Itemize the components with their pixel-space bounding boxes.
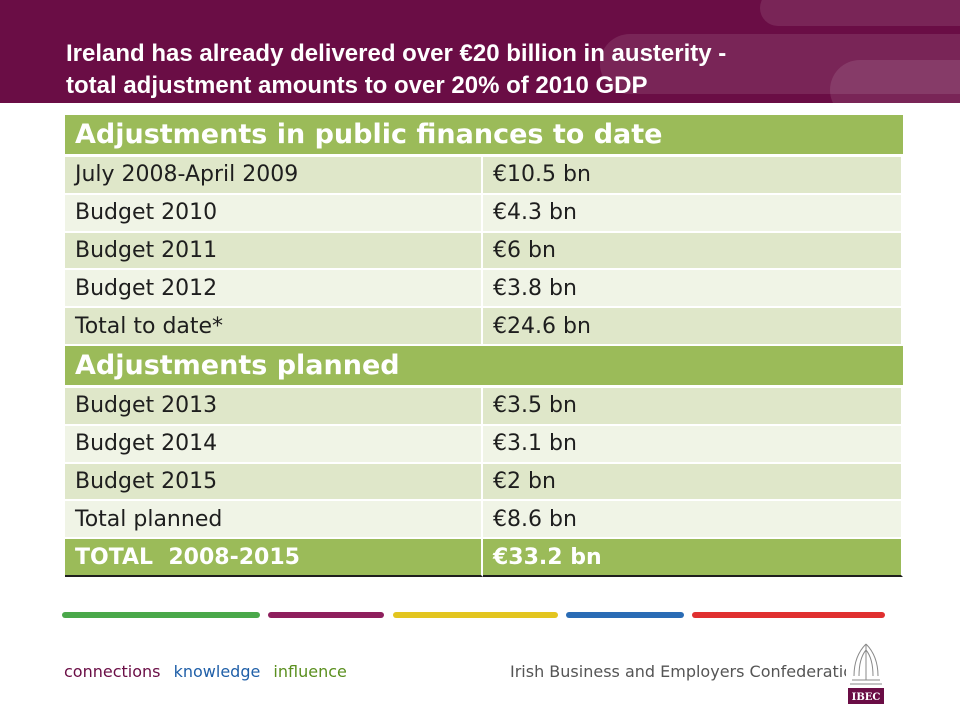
table-row: Budget 2014 €3.1 bn: [65, 425, 903, 464]
row-label: Total to date*: [65, 308, 483, 346]
row-value: €24.6 bn: [483, 308, 903, 346]
row-value: €10.5 bn: [483, 157, 903, 195]
row-label: Budget 2013: [65, 387, 483, 426]
header-decoration: [760, 0, 960, 26]
table-row: Budget 2012 €3.8 bn: [65, 270, 903, 309]
color-bar-purple: [268, 612, 384, 618]
adjustments-table: Adjustments in public finances to date J…: [65, 115, 903, 577]
row-label: Total planned: [65, 501, 483, 540]
slide-header: [0, 0, 960, 103]
table-row-subtotal: Total to date* €24.6 bn: [65, 308, 903, 346]
header-decoration: [830, 60, 960, 103]
row-value: €2 bn: [483, 463, 903, 502]
table-row: July 2008-April 2009 €10.5 bn: [65, 157, 903, 195]
ibec-logo-icon: IBEC: [846, 636, 886, 706]
color-bar-yellow: [393, 612, 558, 618]
color-bar-green: [62, 612, 260, 618]
row-label: Budget 2015: [65, 463, 483, 502]
row-label: Budget 2012: [65, 270, 483, 309]
table-row-grand-total: TOTAL 2008-2015 €33.2 bn: [65, 539, 903, 577]
slide-title: Ireland has already delivered over €20 b…: [66, 38, 926, 102]
row-value: €6 bn: [483, 232, 903, 271]
grand-total-value: €33.2 bn: [483, 539, 903, 577]
footer-organisation: Irish Business and Employers Confederati…: [510, 662, 864, 681]
row-label: Budget 2014: [65, 425, 483, 464]
tagline-influence: influence: [273, 662, 347, 681]
row-value: €3.8 bn: [483, 270, 903, 309]
row-label: July 2008-April 2009: [65, 157, 483, 195]
grand-total-label: TOTAL 2008-2015: [65, 539, 483, 577]
tagline-knowledge: knowledge: [173, 662, 261, 681]
row-value: €8.6 bn: [483, 501, 903, 540]
table-row-subtotal: Total planned €8.6 bn: [65, 501, 903, 540]
row-label: Budget 2011: [65, 232, 483, 271]
table-row: Budget 2013 €3.5 bn: [65, 387, 903, 426]
slide-title-line-2: total adjustment amounts to over 20% of …: [66, 72, 648, 99]
table-row: Budget 2015 €2 bn: [65, 463, 903, 502]
section-heading-planned: Adjustments planned: [65, 345, 903, 388]
row-value: €3.5 bn: [483, 387, 903, 426]
row-value: €4.3 bn: [483, 194, 903, 233]
row-value: €3.1 bn: [483, 425, 903, 464]
color-bar-red: [692, 612, 885, 618]
section-heading-to-date: Adjustments in public finances to date: [65, 115, 903, 157]
table-row: Budget 2010 €4.3 bn: [65, 194, 903, 233]
footer-tagline: connections knowledge influence: [64, 662, 355, 681]
table-row: Budget 2011 €6 bn: [65, 232, 903, 271]
color-bar-blue: [566, 612, 684, 618]
row-label: Budget 2010: [65, 194, 483, 233]
tagline-connections: connections: [64, 662, 161, 681]
header-decoration: [600, 34, 960, 94]
logo-text: IBEC: [852, 692, 881, 703]
slide-title-line-1: Ireland has already delivered over €20 b…: [66, 40, 727, 67]
